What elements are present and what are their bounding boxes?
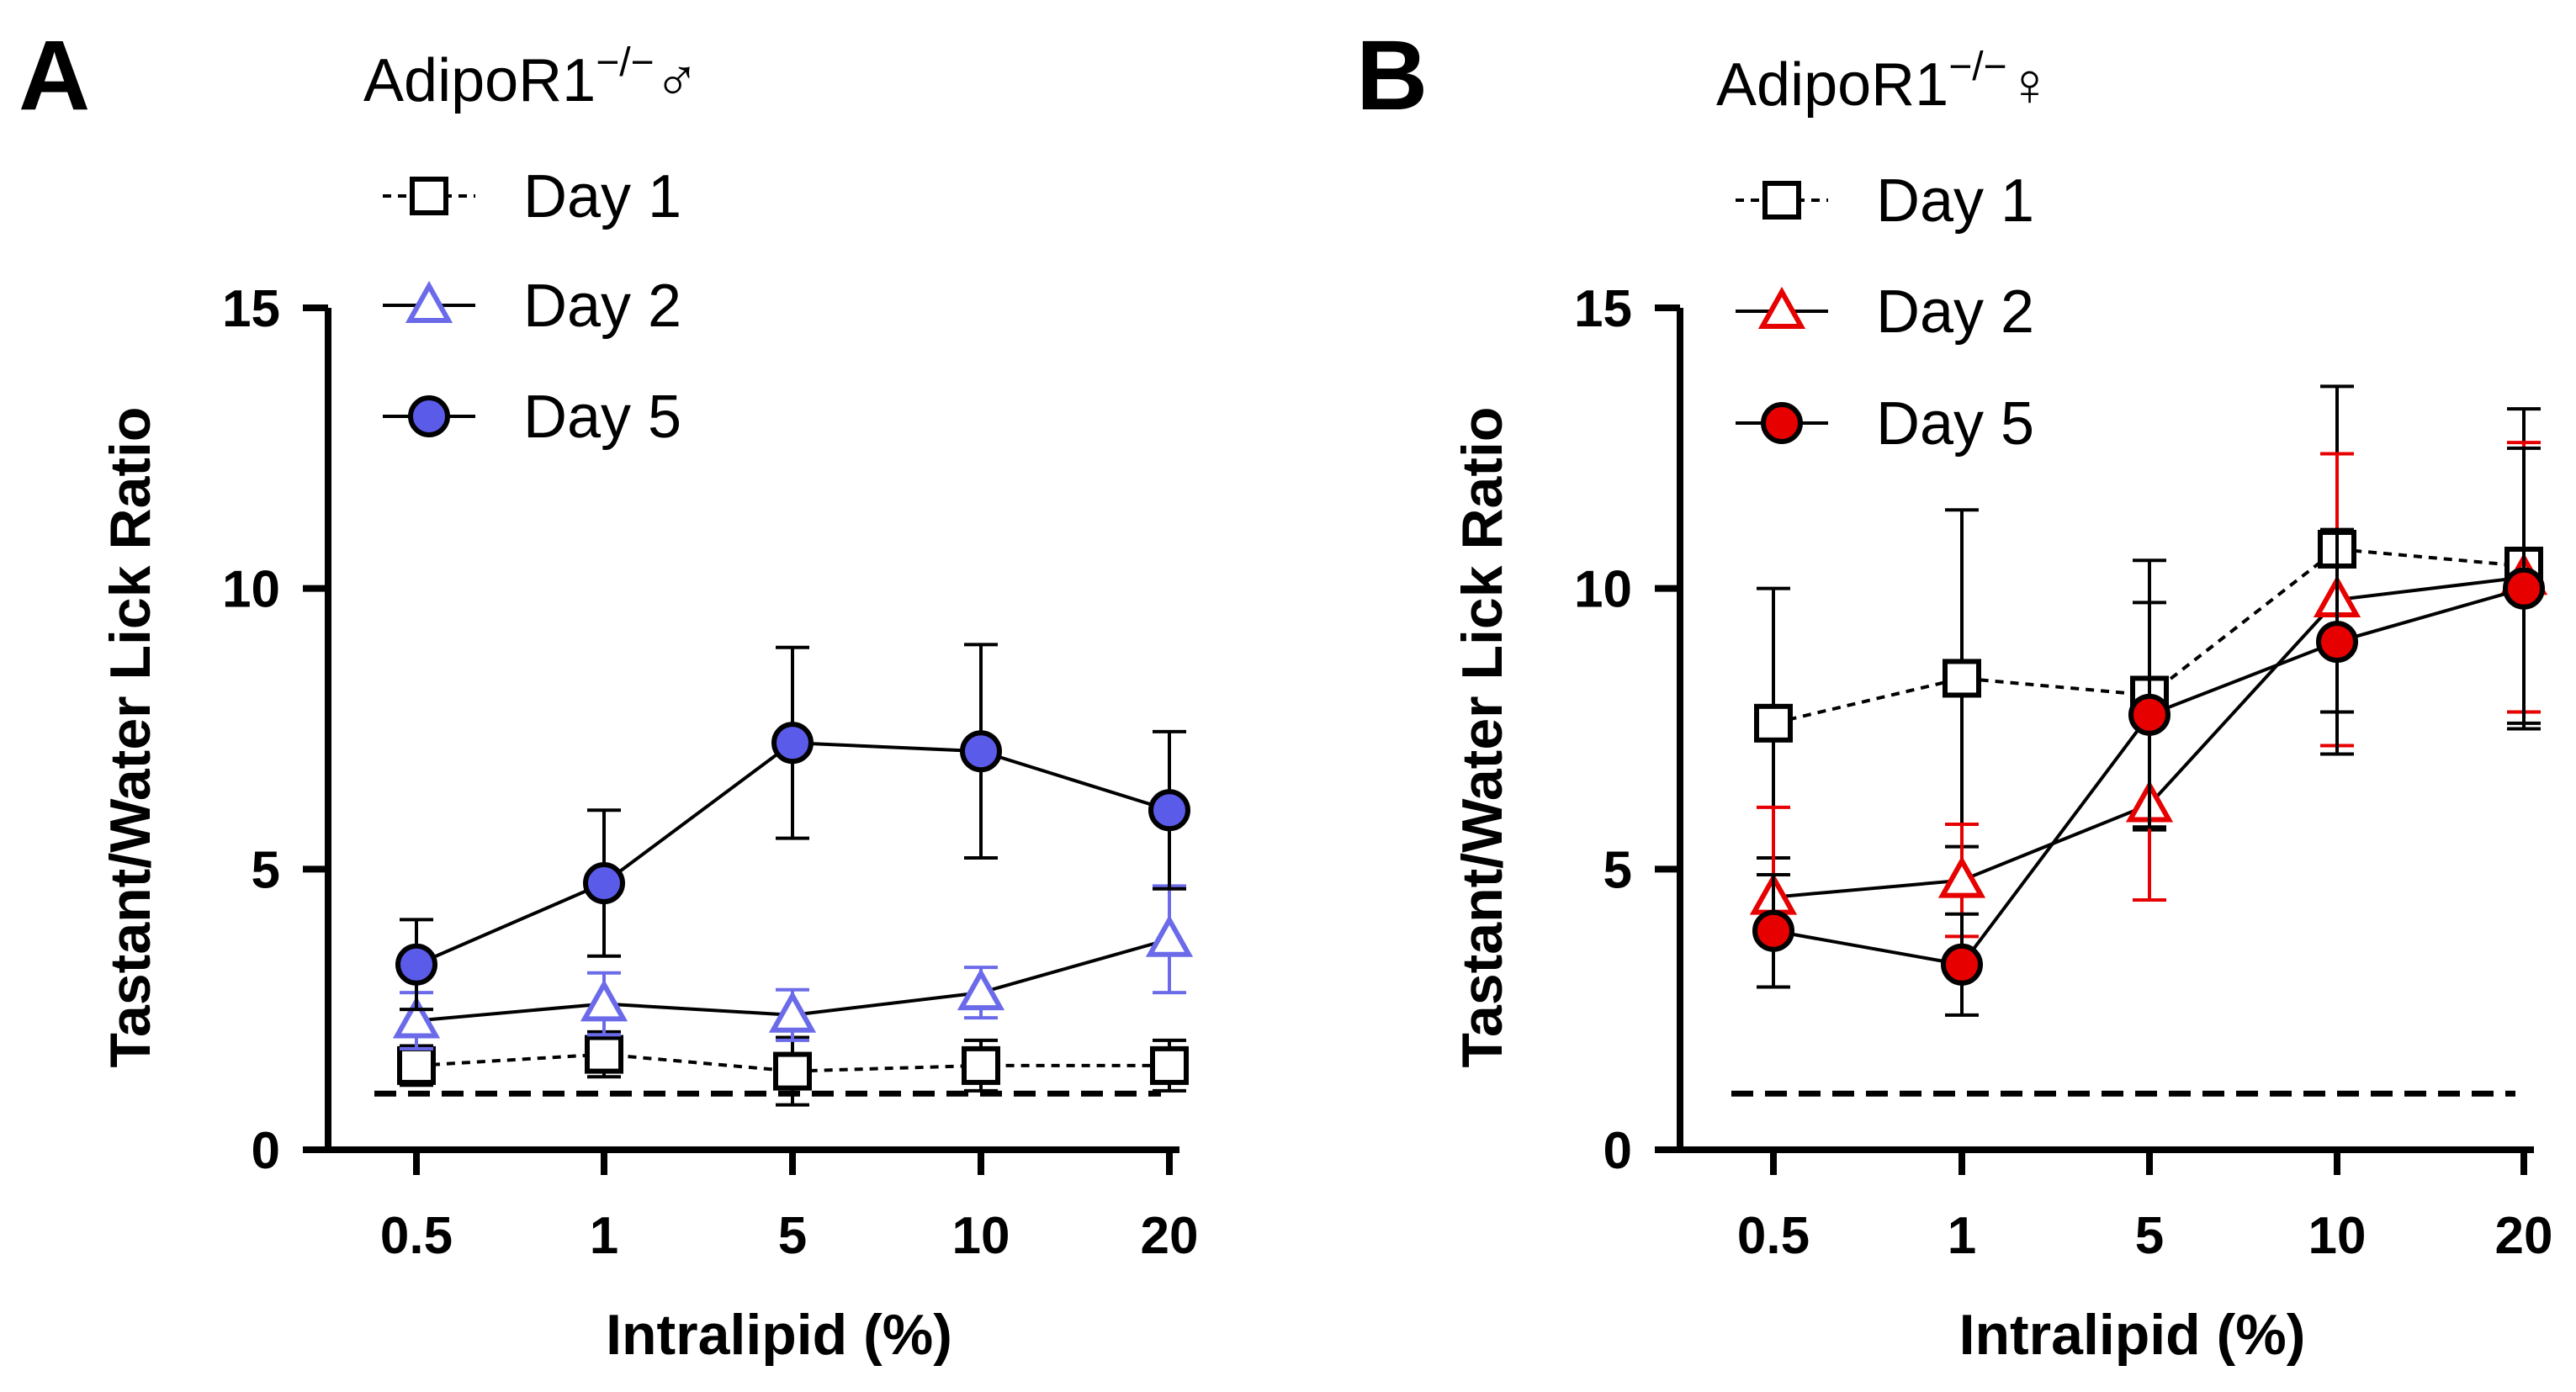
y-tick-label: 5 — [1603, 841, 1632, 899]
data-point — [2128, 693, 2171, 736]
legend-marker-circle — [1761, 402, 1803, 444]
data-point — [1941, 943, 1983, 986]
series-day-5 — [395, 643, 1190, 1012]
series-day-1 — [397, 1029, 1189, 1107]
legend-label: Day 1 — [1876, 167, 2034, 235]
data-point — [397, 1045, 436, 1085]
x-tick-label: 1 — [1948, 1207, 1976, 1265]
title-symbol: ♀ — [2007, 51, 2053, 119]
legend-marker-triangle — [405, 280, 453, 323]
data-point — [2503, 567, 2545, 610]
panel-title: AdipoR1−/−♀ — [1716, 45, 2053, 119]
data-point — [768, 990, 817, 1033]
panel-letter: B — [1356, 20, 1428, 131]
data-point — [773, 1051, 812, 1091]
legend: Day 1 Day 2 Day 5 — [1736, 167, 2034, 458]
x-tick-label: 0.5 — [380, 1207, 453, 1265]
panel-title: AdipoR1−/−♂ — [363, 40, 700, 114]
panel-letter: A — [19, 20, 90, 131]
title-superscript: −/− — [1948, 45, 2006, 89]
series-day-2 — [392, 884, 1194, 1051]
title-base: AdipoR1 — [1716, 51, 1948, 119]
legend-marker-circle — [408, 395, 450, 437]
data-point — [1145, 914, 1194, 957]
data-point — [585, 1035, 623, 1074]
data-point — [957, 968, 1005, 1011]
data-point — [583, 862, 625, 905]
y-tick-label: 10 — [1574, 561, 1632, 619]
data-point — [1754, 703, 1793, 743]
x-tick-label: 10 — [952, 1207, 1010, 1265]
y-tick-label: 15 — [222, 280, 280, 338]
legend-marker-square — [410, 177, 448, 215]
data-point — [1150, 1045, 1189, 1085]
data-point — [1937, 855, 1986, 898]
data-point — [2316, 621, 2358, 664]
y-tick-label: 0 — [252, 1122, 280, 1180]
data-point — [771, 722, 814, 765]
x-tick-label: 10 — [2308, 1207, 2367, 1265]
x-tick-label: 20 — [1141, 1207, 1199, 1265]
title-base: AdipoR1 — [363, 47, 596, 114]
y-tick-label: 10 — [222, 561, 280, 619]
y-axis-label: Tastant/Water Lick Ratio — [1450, 407, 1514, 1068]
legend-label: Day 5 — [1876, 390, 2034, 458]
x-tick-label: 5 — [778, 1207, 807, 1265]
legend-label: Day 5 — [523, 384, 681, 451]
data-point — [1752, 909, 1794, 952]
data-point — [1148, 789, 1190, 832]
y-axis-label: Tastant/Water Lick Ratio — [98, 407, 162, 1068]
title-superscript: −/− — [596, 40, 654, 85]
data-point — [392, 996, 441, 1039]
x-tick-label: 5 — [2135, 1207, 2164, 1265]
y-tick-label: 5 — [252, 841, 280, 899]
legend-label: Day 2 — [1876, 278, 2034, 346]
y-tick-label: 0 — [1603, 1122, 1632, 1180]
series-day-5 — [1752, 446, 2545, 1017]
y-tick-label: 15 — [1574, 280, 1632, 338]
legend-marker-square — [1762, 181, 1801, 220]
legend-label: Day 1 — [523, 163, 681, 230]
legend-label: Day 2 — [523, 273, 681, 340]
x-tick-label: 0.5 — [1737, 1207, 1810, 1265]
x-tick-label: 1 — [590, 1207, 618, 1265]
data-point — [1943, 659, 1981, 698]
series-line — [416, 1052, 1169, 1073]
x-axis-label: Intralipid (%) — [1959, 1303, 2306, 1367]
data-point — [580, 979, 628, 1022]
data-point — [395, 943, 437, 986]
x-axis-label: Intralipid (%) — [606, 1303, 952, 1367]
data-point — [962, 1045, 1000, 1085]
data-point — [960, 730, 1002, 773]
x-tick-label: 20 — [2495, 1207, 2553, 1265]
legend: Day 1 Day 2 Day 5 — [383, 163, 681, 451]
title-symbol: ♂ — [655, 47, 700, 114]
legend-marker-triangle — [1757, 286, 1806, 329]
